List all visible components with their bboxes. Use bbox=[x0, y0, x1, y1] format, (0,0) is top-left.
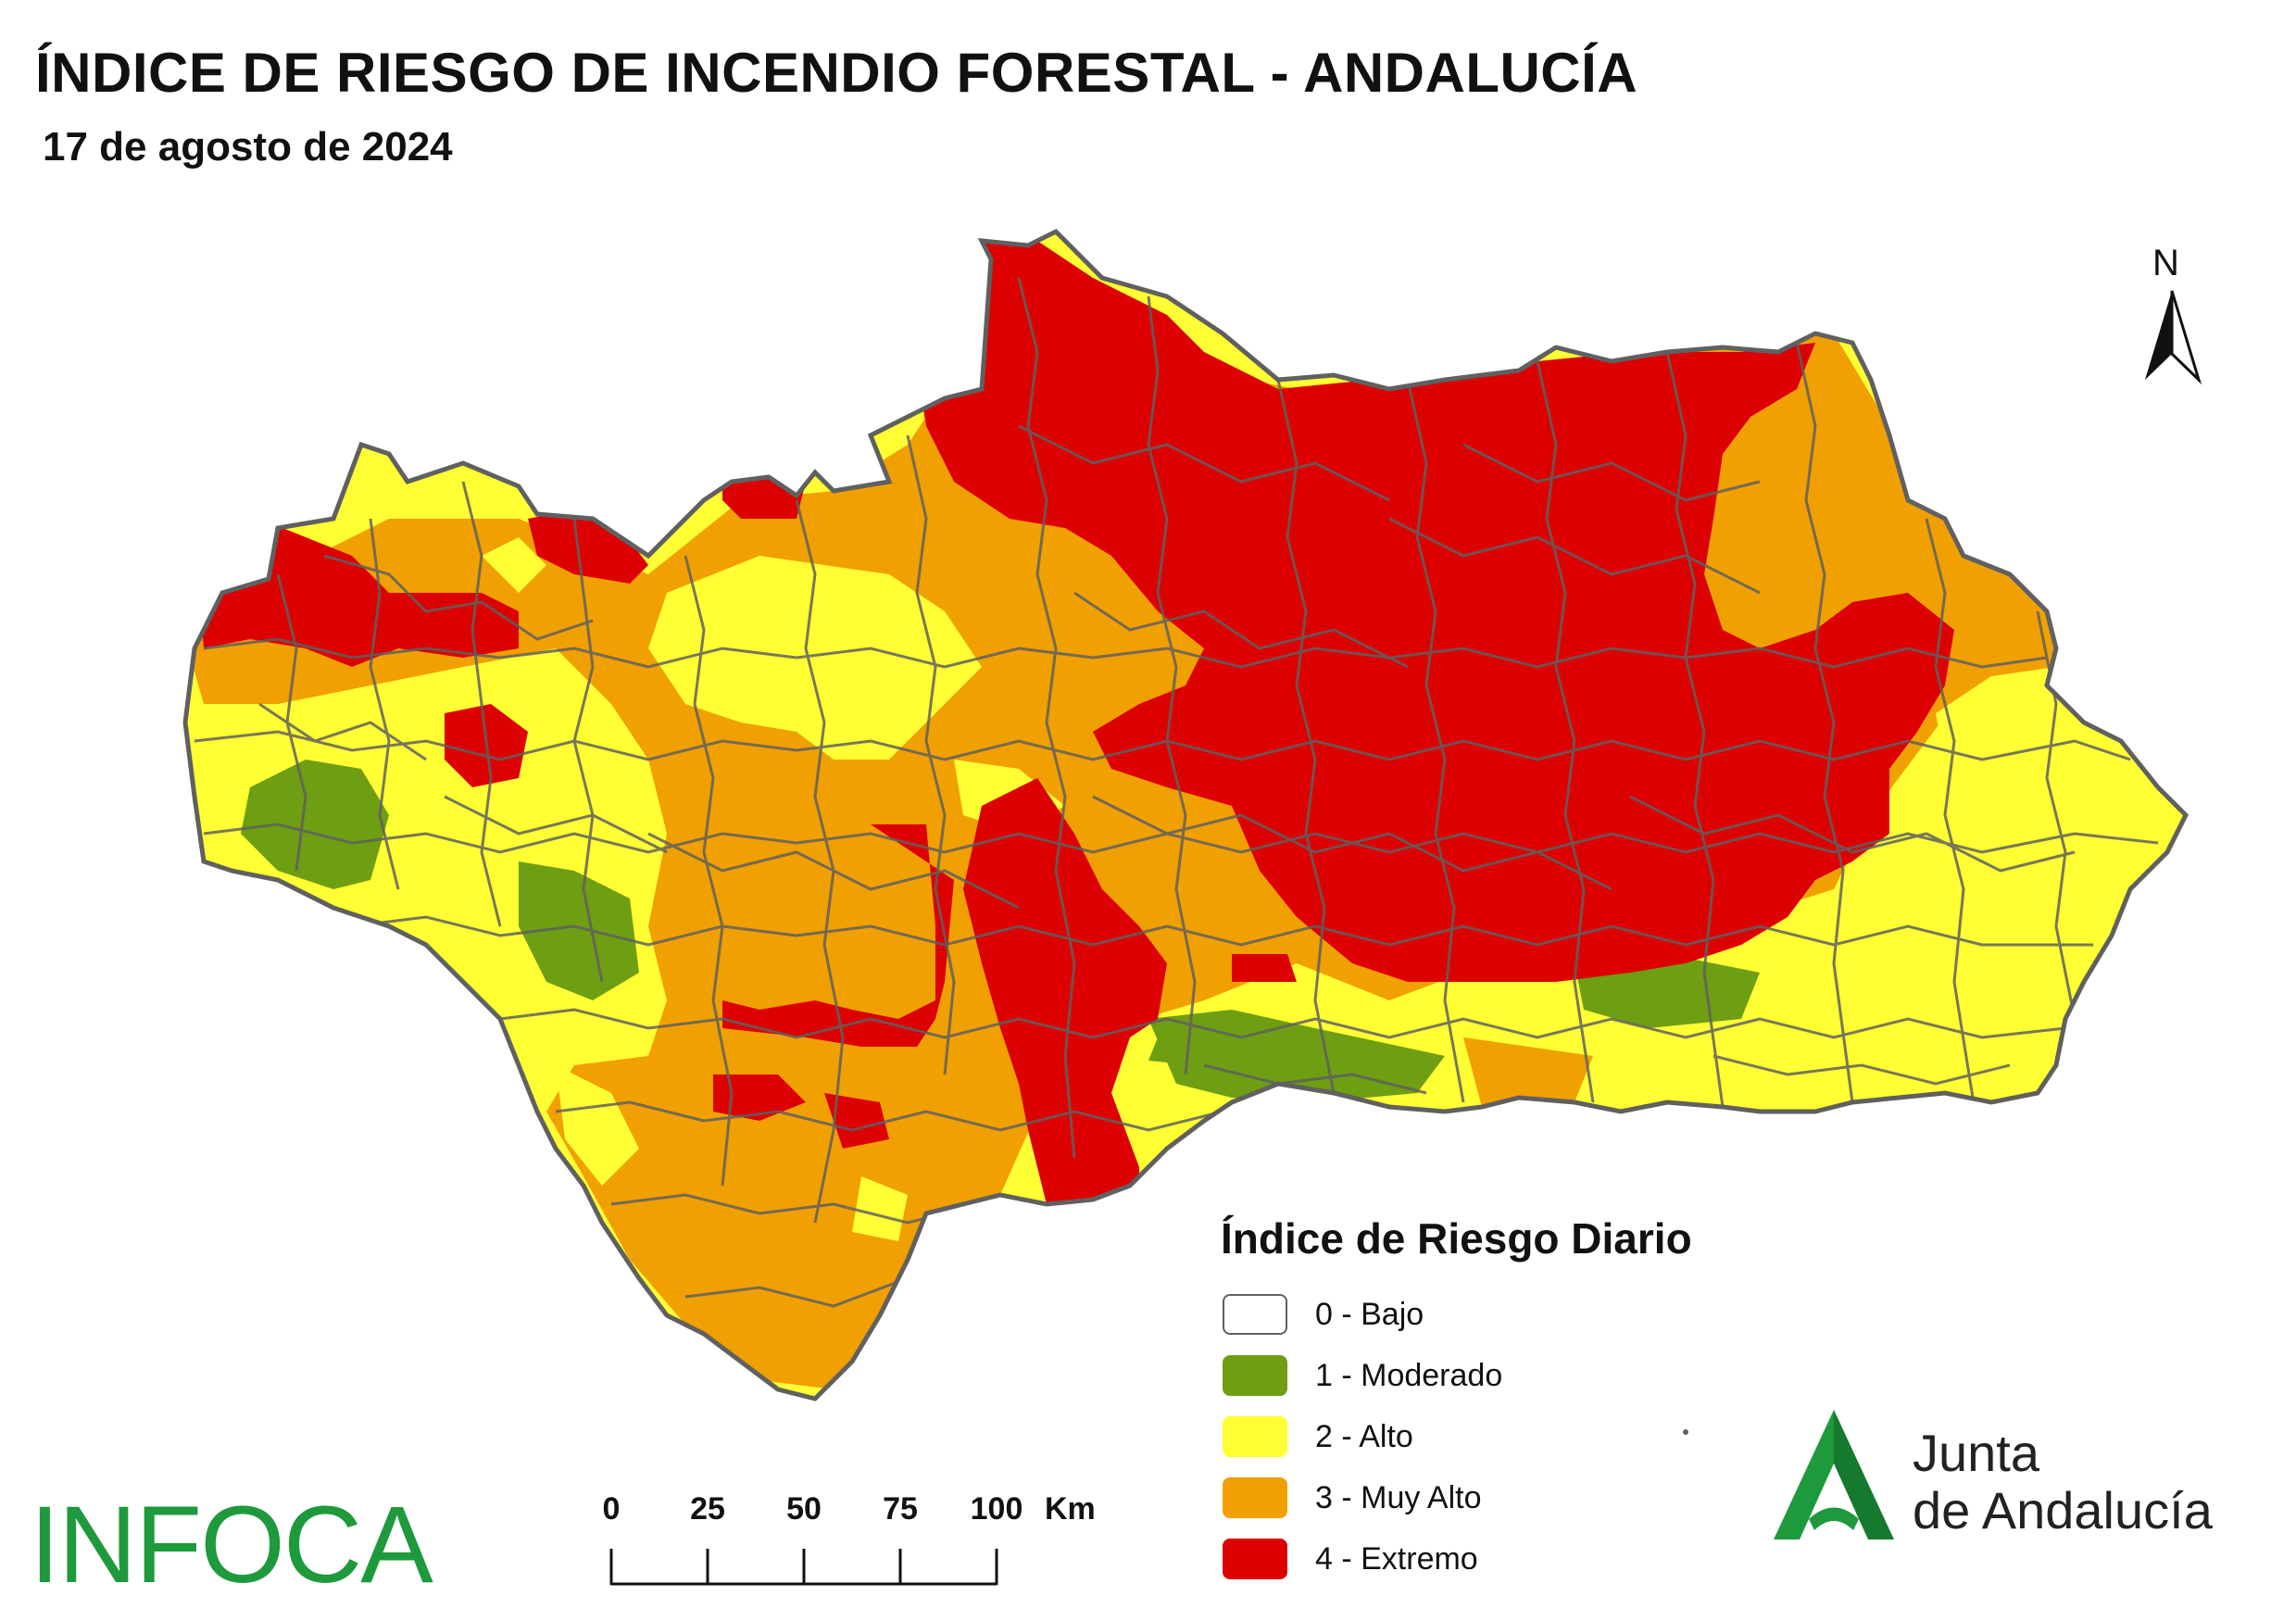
map-speck bbox=[1683, 1429, 1688, 1435]
legend-label: 2 - Alto bbox=[1315, 1418, 1413, 1454]
map-date: 17 de agosto de 2024 bbox=[43, 124, 453, 170]
north-arrow-icon bbox=[2145, 290, 2202, 385]
north-label: N bbox=[2152, 243, 2179, 283]
scale-unit: Km bbox=[1045, 1491, 1096, 1527]
municipal-boundaries bbox=[194, 277, 2159, 1308]
legend-item-moderado: 1 - Moderado bbox=[1213, 1345, 1692, 1406]
junta-logo-line2: de Andalucía bbox=[1913, 1481, 2213, 1539]
map-title: ÍNDICE DE RIESGO DE INCENDIO FORESTAL - … bbox=[35, 42, 1638, 104]
junta-logo-line1: Junta bbox=[1913, 1424, 2039, 1482]
scale-bar-graphic bbox=[609, 1549, 998, 1586]
legend-label: 0 - Bajo bbox=[1315, 1296, 1424, 1332]
scale-tick-label: 25 bbox=[690, 1491, 725, 1527]
legend-label: 4 - Extremo bbox=[1315, 1540, 1478, 1577]
risk-zone-extremo bbox=[194, 236, 1954, 1204]
legend-swatch-muy-alto bbox=[1223, 1477, 1287, 1518]
infoca-logo: INFOCA bbox=[30, 1484, 433, 1606]
scale-tick-label: 100 bbox=[970, 1491, 1023, 1527]
legend-item-muy-alto: 3 - Muy Alto bbox=[1213, 1467, 1692, 1528]
risk-zone-moderado bbox=[241, 760, 1862, 1102]
junta-logo-text: Junta de Andalucía bbox=[1913, 1425, 2213, 1539]
scale-tick-label: 0 bbox=[602, 1491, 621, 1527]
north-arrow: N bbox=[2130, 243, 2214, 391]
legend-swatch-bajo bbox=[1223, 1294, 1287, 1335]
legend-swatch-moderado bbox=[1223, 1355, 1287, 1396]
legend-label: 3 - Muy Alto bbox=[1315, 1479, 1482, 1515]
legend-item-bajo: 0 - Bajo bbox=[1213, 1284, 1692, 1345]
scale-bar: 0 25 50 75 100 Km bbox=[593, 1491, 1148, 1602]
legend-item-extremo: 4 - Extremo bbox=[1213, 1528, 1692, 1590]
legend: Índice de Riesgo Diario 0 - Bajo 1 - Mod… bbox=[1213, 1213, 1692, 1590]
legend-item-alto: 2 - Alto bbox=[1213, 1406, 1692, 1467]
scale-tick-label: 50 bbox=[786, 1491, 822, 1527]
scale-tick-label: 75 bbox=[883, 1491, 918, 1527]
junta-logo-icon bbox=[1774, 1410, 1894, 1539]
legend-swatch-alto bbox=[1223, 1416, 1287, 1457]
legend-label: 1 - Moderado bbox=[1315, 1357, 1503, 1393]
legend-swatch-extremo bbox=[1223, 1539, 1287, 1579]
junta-andalucia-logo: Junta de Andalucía bbox=[1764, 1408, 2265, 1547]
legend-title: Índice de Riesgo Diario bbox=[1221, 1214, 1692, 1263]
